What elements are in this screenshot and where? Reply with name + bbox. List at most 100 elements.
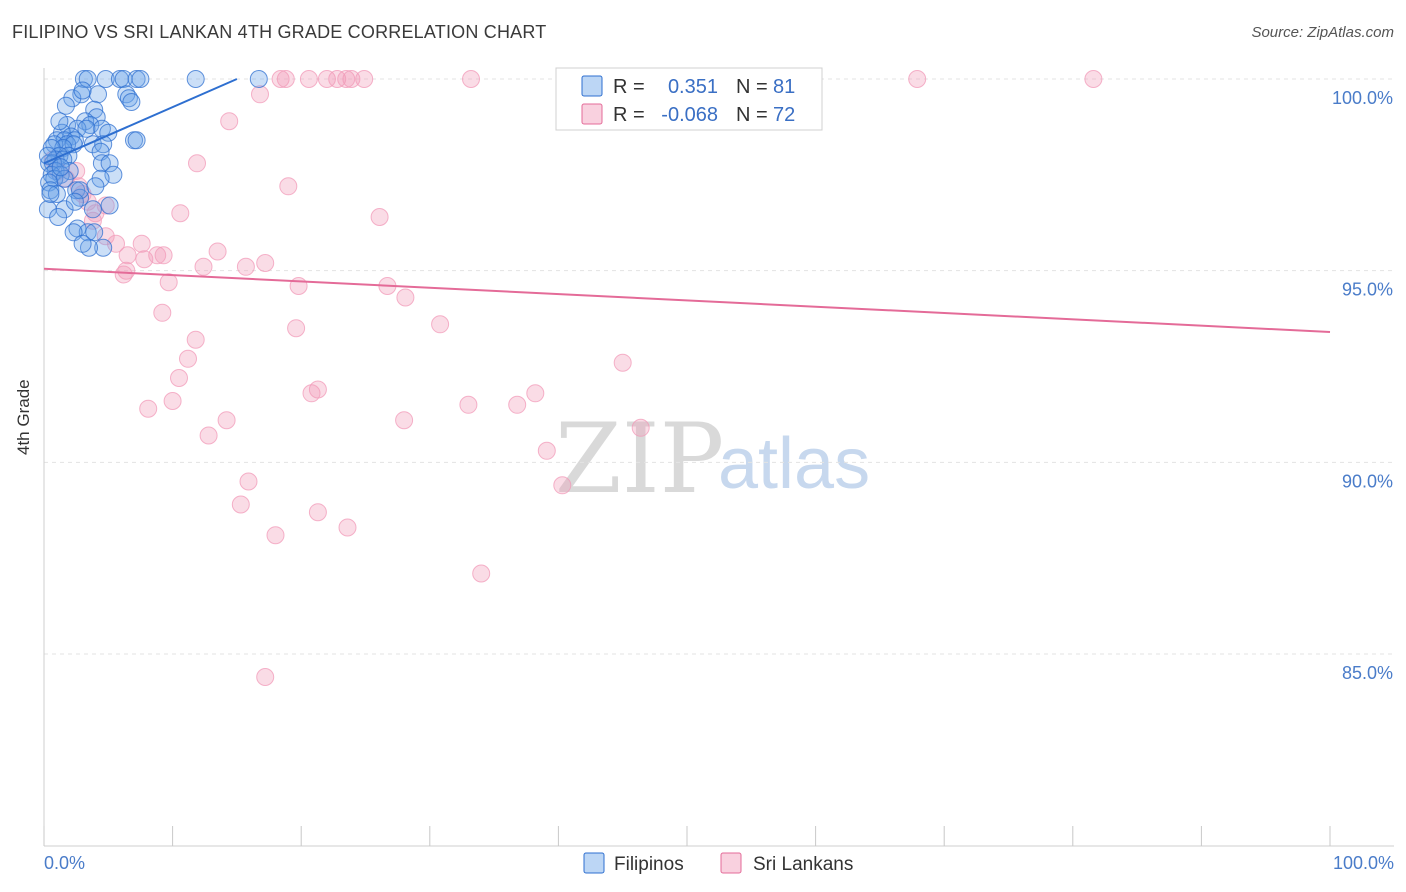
legend-swatch-filipinos [581, 75, 603, 97]
filipino-point-6 [131, 70, 150, 88]
filipino-point-72 [56, 96, 75, 115]
srilankan-point-49 [302, 384, 321, 403]
srilankan-point-24 [370, 208, 389, 226]
srilankan-point-11 [1084, 70, 1103, 88]
filipino-point-10 [89, 85, 107, 104]
srilankan-point-46 [613, 353, 632, 372]
x-tick-label-min: 0.0% [44, 853, 85, 873]
x-ticks [43, 826, 1331, 846]
source-label: Source: ZipAtlas.com [1251, 24, 1394, 41]
srilankan-point-25 [96, 227, 115, 246]
srilankan-point-15 [279, 177, 298, 196]
bottom-legend-label-srilankans: Sri Lankans [753, 854, 853, 875]
srilankan-point-51 [163, 392, 182, 410]
srilankan-point-57 [199, 426, 218, 445]
filipino-point-77 [51, 158, 70, 177]
filipino-point-7 [186, 70, 205, 88]
filipino-point-75 [122, 93, 141, 111]
bottom-legend-swatch-srilankans [720, 852, 742, 874]
srilankan-point-31 [208, 242, 227, 261]
series-legend: Filipinos Sri Lankans [583, 852, 853, 875]
filipino-point-74 [41, 185, 60, 203]
srilankan-point-13 [220, 112, 239, 131]
trend-lines [43, 78, 1331, 333]
srilankan-point-37 [159, 273, 178, 292]
bottom-legend-swatch-filipinos [583, 852, 605, 874]
srilankan-point-42 [431, 315, 450, 334]
srilankan-point-0 [271, 70, 290, 88]
trend-line-srilankans [43, 267, 1331, 333]
srilankan-point-8 [462, 70, 480, 88]
srilankan-point-2 [299, 70, 318, 88]
srilankan-point-28 [154, 246, 173, 265]
filipino-point-43 [92, 154, 111, 173]
srilankan-point-6 [342, 70, 361, 88]
filipino-point-13 [63, 89, 82, 108]
filipino-point-0 [74, 70, 93, 88]
srilankan-point-30 [118, 246, 137, 265]
srilankan-point-40 [396, 288, 415, 307]
srilankan-point-5 [337, 70, 356, 88]
srilankan-point-12 [251, 85, 269, 104]
filipino-point-64 [55, 200, 74, 219]
filipino-point-66 [94, 238, 113, 257]
srilankan-point-44 [186, 330, 205, 349]
watermark-zip: ZIP [555, 403, 724, 515]
legend-n-value-2: 72 [773, 104, 795, 126]
stats-legend-box [555, 67, 823, 131]
srilankan-point-23 [171, 204, 190, 223]
srilankan-point-65 [266, 526, 285, 545]
legend-r-label-2: R = [613, 104, 645, 126]
legend-n-label-1: N = [736, 76, 768, 98]
y-tick-label-2: 90.0% [1342, 471, 1393, 491]
legend-r-value-2: -0.068 [661, 104, 718, 126]
legend-swatch-srilankans [581, 103, 603, 125]
legend-n-label-2: N = [736, 104, 768, 126]
filipino-point-1 [78, 70, 97, 88]
srilankan-point-1 [276, 70, 295, 88]
srilankan-point-64 [338, 518, 357, 537]
srilankan-point-54 [139, 399, 158, 418]
srilankan-point-32 [194, 257, 213, 276]
srilankan-point-45 [179, 349, 197, 368]
srilankan-point-50 [526, 384, 545, 403]
stats-legend: R = 0.351 N = 81 R = -0.068 N = 72 [555, 67, 823, 131]
y-tick-labels: 100.0% 95.0% 90.0% 85.0% [1332, 88, 1393, 683]
srilankan-point-61 [239, 472, 258, 491]
filipino-point-51 [55, 169, 74, 188]
filipino-point-79 [77, 119, 96, 138]
srilankan-point-41 [153, 303, 172, 322]
srilankan-point-52 [459, 395, 478, 414]
series-filipinos [38, 70, 268, 257]
srilankan-point-47 [170, 369, 188, 387]
srilankan-point-10 [908, 70, 927, 88]
srilankan-point-43 [287, 319, 306, 338]
legend-n-value-1: 81 [773, 76, 795, 98]
srilankan-point-60 [553, 476, 572, 495]
filipino-point-15 [87, 108, 106, 127]
srilankan-point-33 [236, 257, 255, 276]
filipino-point-2 [96, 70, 115, 88]
watermark-atlas: atlas [718, 424, 870, 504]
filipino-point-8 [249, 70, 268, 88]
srilankan-point-71 [135, 250, 154, 269]
legend-r-label-1: R = [613, 76, 645, 98]
chart-title: FILIPINO VS SRI LANKAN 4TH GRADE CORRELA… [12, 22, 547, 42]
filipino-point-73 [73, 81, 92, 100]
filipino-point-44 [100, 154, 119, 173]
filipino-point-76 [65, 192, 84, 211]
filipino-point-68 [73, 234, 92, 253]
srilankan-point-58 [631, 418, 650, 437]
filipino-point-5 [127, 70, 146, 88]
srilankan-point-36 [114, 265, 133, 284]
series-srilankans [44, 70, 1103, 686]
srilankan-point-59 [537, 441, 556, 460]
trend-line-filipinos [43, 78, 238, 165]
srilankan-point-3 [317, 70, 336, 88]
filipino-point-69 [49, 208, 68, 226]
srilankan-point-62 [231, 495, 250, 514]
grid-lines [44, 78, 1394, 655]
srilankan-point-34 [256, 254, 275, 272]
srilankan-point-7 [355, 70, 374, 88]
y-tick-label-0: 100.0% [1332, 88, 1393, 108]
